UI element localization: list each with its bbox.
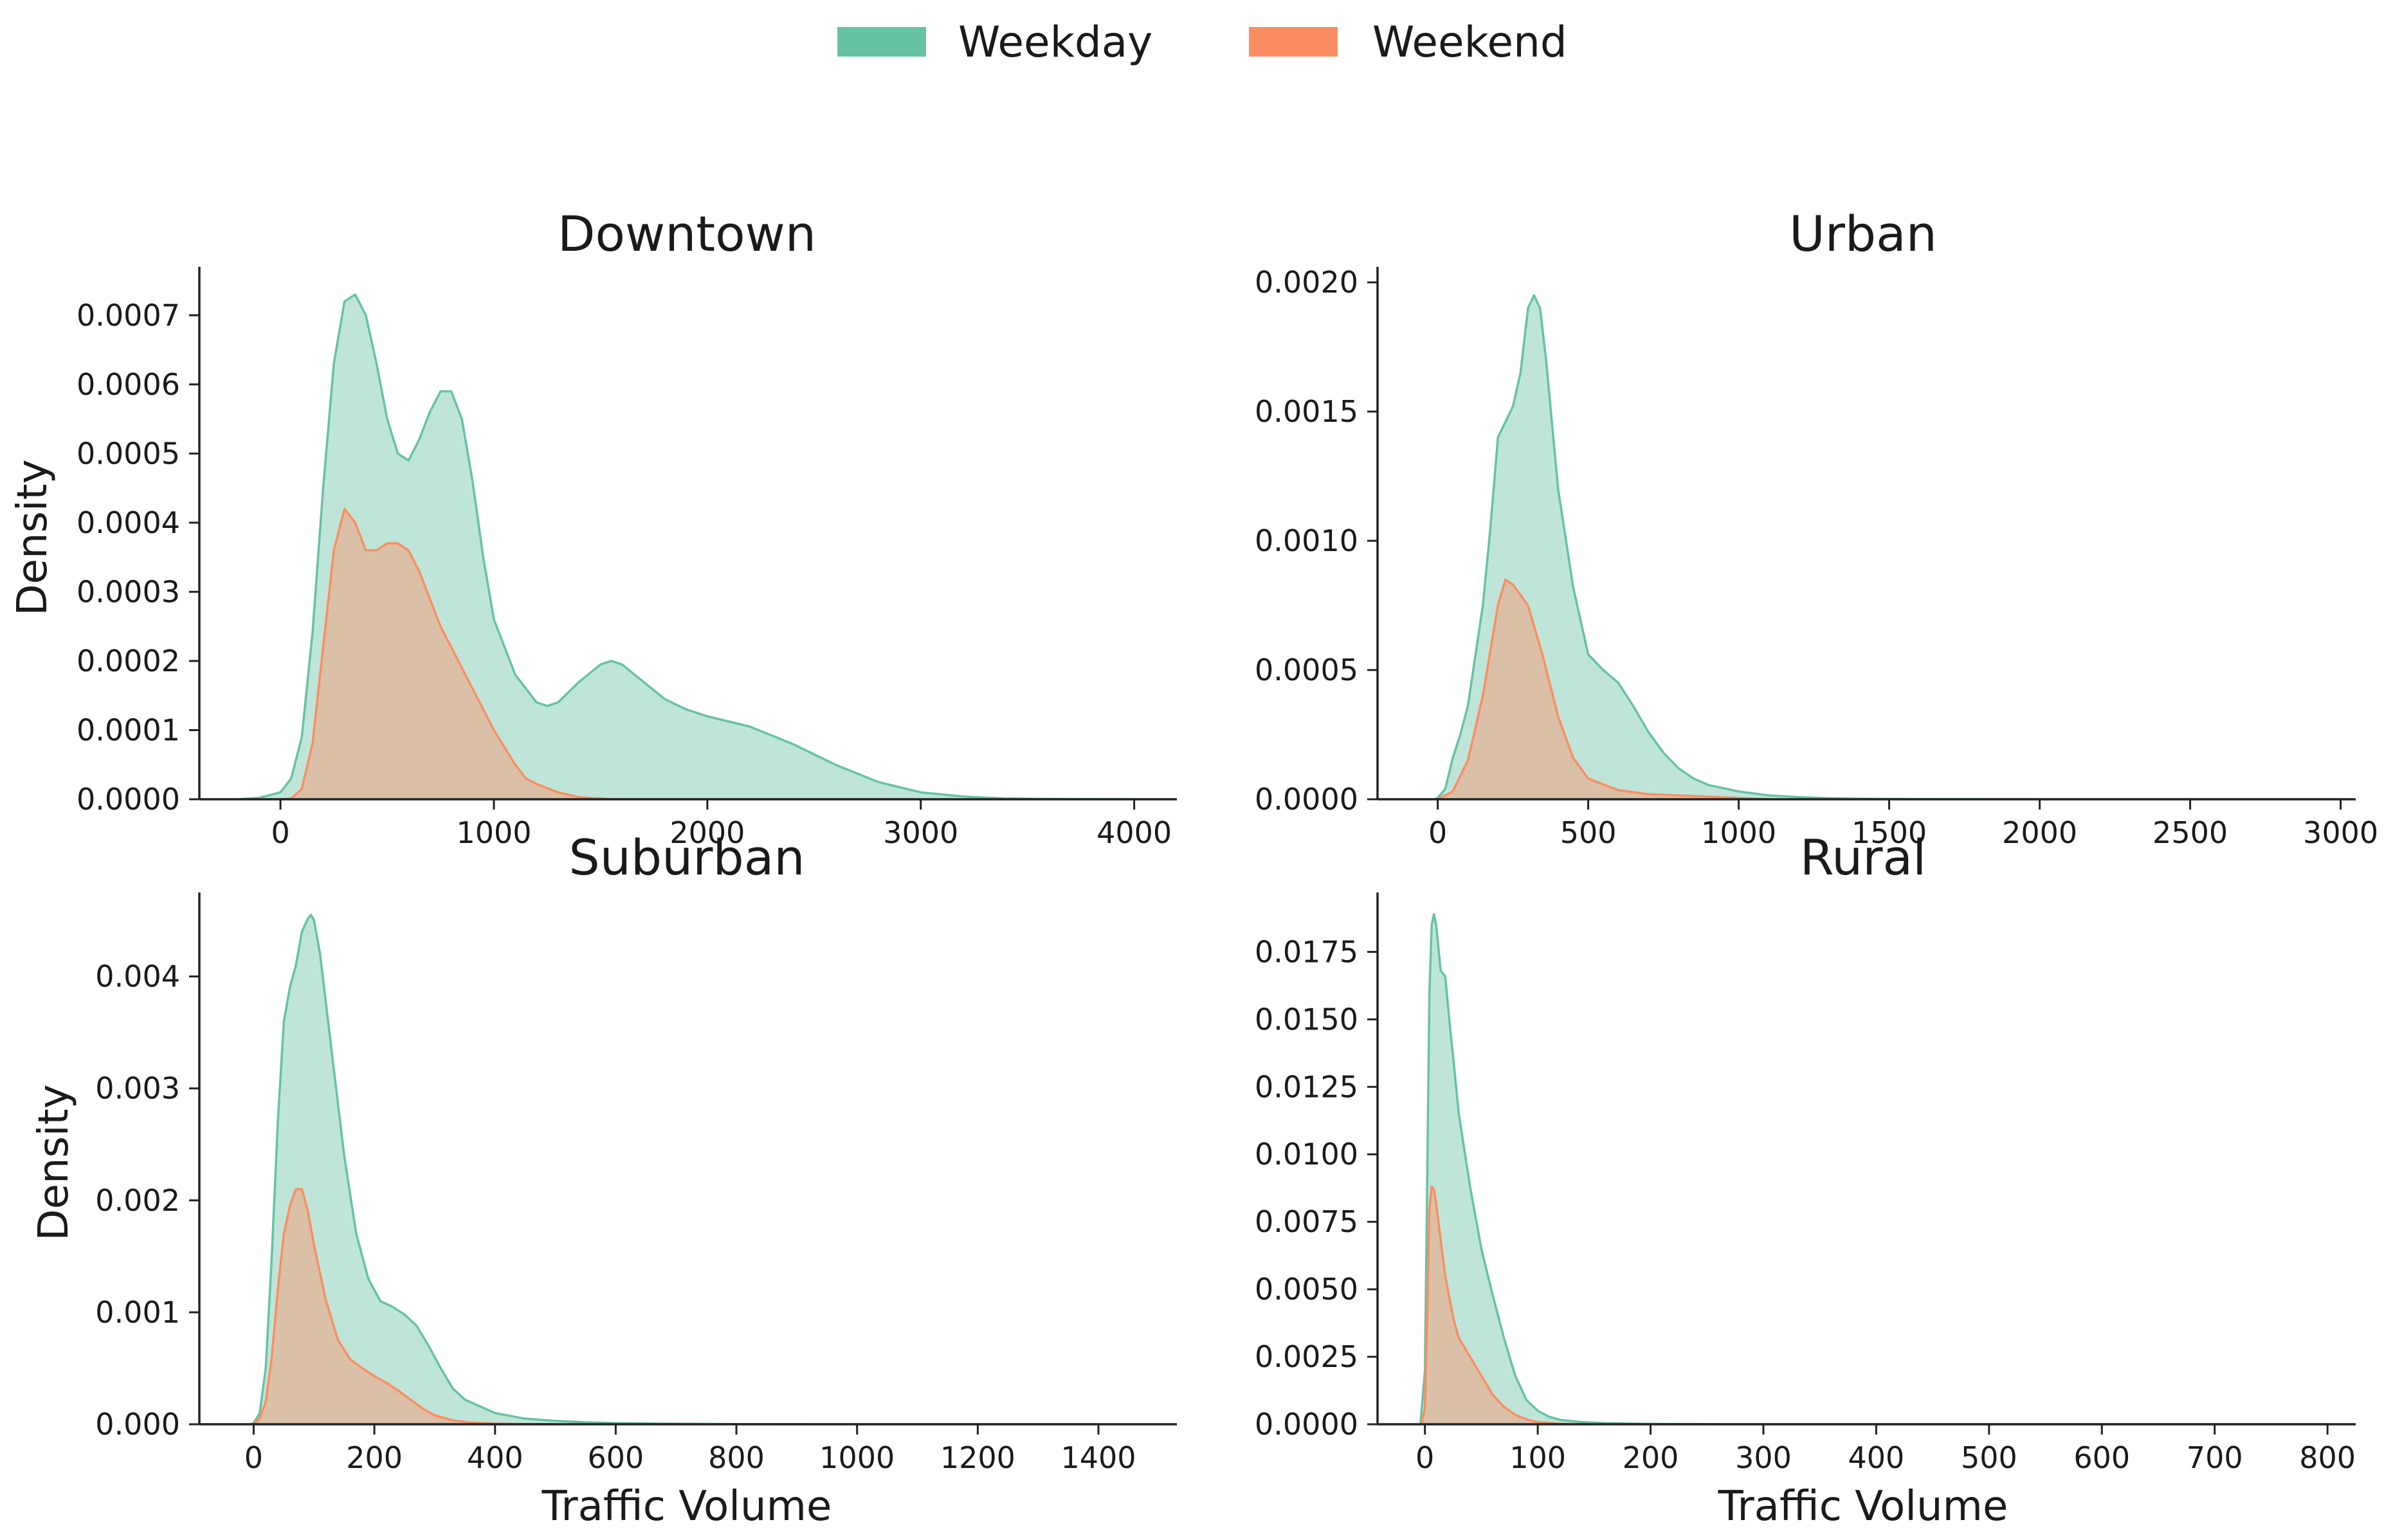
density-area-rural-weekend: [1421, 1186, 1594, 1424]
density-line-urban-weekend: [1437, 578, 1769, 801]
density-area-suburban-weekend: [253, 1189, 556, 1424]
x-tick-label: 700: [2187, 1440, 2243, 1475]
y-tick-label: 0.0020: [1255, 265, 1358, 300]
legend-swatch-weekday: [837, 27, 926, 57]
plot-area-urban: 0 500 1000 1500 2000 2500 3000 0.0000 0.0005 0.00…: [1255, 265, 2378, 850]
y-tick-label: 0.0050: [1255, 1272, 1358, 1307]
x-tick-label: 4000: [1096, 815, 1172, 850]
y-tick-label: 0.001: [95, 1295, 180, 1330]
y-axis-title-suburban: Density: [30, 1084, 78, 1240]
x-tick-label: 2000: [669, 815, 745, 850]
x-tick-label: 800: [2299, 1440, 2356, 1475]
density-line-downtown-weekday: [237, 293, 1134, 801]
y-tick-label: 0.002: [95, 1183, 180, 1218]
x-tick-label: 1500: [1852, 815, 1927, 850]
panel-title-urban: Urban: [1789, 205, 1937, 262]
x-tick-label: 200: [1623, 1440, 1679, 1475]
x-tick-label: 2500: [2152, 815, 2228, 850]
y-tick-label: 0.0175: [1255, 934, 1358, 969]
plot-area-downtown: 0 1000 2000 3000 4000 0.0000 0.0001 0.0002 0.000…: [77, 267, 1177, 850]
x-tick-label: 2000: [2002, 815, 2077, 850]
y-tick-label: 0.0010: [1255, 523, 1358, 558]
x-tick-label: 0: [1415, 1440, 1434, 1475]
y-tick-label: 0.0000: [1255, 1407, 1358, 1442]
density-line-rural-weekday: [1419, 912, 2328, 1426]
y-tick-label: 0.0001: [77, 712, 180, 747]
density-area-urban-weekend: [1437, 579, 1769, 799]
density-line-rural-weekend: [1420, 1185, 1594, 1426]
x-tick-label: 0: [244, 1440, 263, 1475]
x-tick-label: 1200: [940, 1440, 1015, 1475]
density-line-downtown-weekend: [280, 507, 612, 801]
x-axis-title-suburban: Traffic Volume: [541, 1483, 832, 1530]
x-tick-label: 300: [1735, 1440, 1792, 1475]
y-tick-label: 0.000: [95, 1407, 180, 1442]
x-tick-label: 200: [346, 1440, 403, 1475]
x-tick-label: 600: [588, 1440, 644, 1475]
plot-area-rural: 0 100 200 300 400 500 600 700 800 0.0000 0.0025 0.0…: [1255, 892, 2356, 1475]
x-axis-title-rural: Traffic Volume: [1718, 1483, 2008, 1530]
y-tick-label: 0.0015: [1255, 394, 1358, 429]
panel-suburban: 0 200 400 600 800 1000 1200 1400 0.000 0.001 0.002…: [30, 829, 1177, 1530]
x-tick-label: 400: [467, 1440, 523, 1475]
x-tick-label: 1000: [456, 815, 531, 850]
y-tick-label: 0.0007: [77, 298, 180, 332]
legend-label-weekend: Weekend: [1372, 17, 1567, 67]
y-tick-label: 0.0025: [1255, 1339, 1358, 1374]
x-tick-label: 500: [1560, 815, 1617, 850]
density-line-suburban-weekend: [253, 1188, 556, 1426]
panel-urban: 0 500 1000 1500 2000 2500 3000 0.0000 0.0005 0.00…: [1255, 205, 2378, 850]
panel-title-downtown: Downtown: [558, 205, 816, 262]
x-tick-label: 500: [1961, 1440, 2017, 1475]
y-tick-label: 0.0000: [77, 782, 180, 817]
y-tick-label: 0.0002: [77, 644, 180, 678]
panel-title-rural: Rural: [1800, 829, 1927, 886]
y-tick-label: 0.0004: [77, 505, 180, 540]
panel-downtown: 0 1000 2000 3000 4000 0.0000 0.0001 0.0002 0.000…: [9, 205, 1177, 850]
panel-rural: 0 100 200 300 400 500 600 700 800 0.0000 0.0025 0.0…: [1255, 829, 2356, 1530]
density-area-rural-weekday: [1420, 914, 2328, 1424]
y-tick-label: 0.0003: [77, 574, 180, 609]
x-tick-label: 0: [1428, 815, 1447, 850]
x-tick-label: 0: [271, 815, 289, 850]
density-area-urban-weekday: [1434, 295, 2341, 799]
density-area-downtown-weekend: [280, 509, 612, 799]
density-area-suburban-weekday: [250, 914, 1098, 1424]
y-tick-label: 0.004: [95, 959, 180, 994]
x-tick-label: 100: [1509, 1440, 1566, 1475]
density-line-suburban-weekday: [250, 914, 1098, 1426]
legend-label-weekday: Weekday: [958, 17, 1152, 67]
y-tick-label: 0.0100: [1255, 1137, 1358, 1172]
x-tick-label: 1000: [819, 1440, 895, 1475]
panel-title-suburban: Suburban: [569, 829, 805, 886]
y-tick-label: 0.003: [95, 1071, 180, 1106]
y-tick-label: 0.0000: [1255, 782, 1358, 817]
legend: Weekday Weekend: [837, 17, 1567, 67]
legend-swatch-weekend: [1249, 27, 1338, 57]
x-tick-label: 400: [1848, 1440, 1905, 1475]
x-tick-label: 3000: [2303, 815, 2378, 850]
y-tick-label: 0.0075: [1255, 1204, 1358, 1239]
x-tick-label: 3000: [883, 815, 958, 850]
y-tick-label: 0.0005: [77, 436, 180, 471]
x-tick-label: 1400: [1060, 1440, 1136, 1475]
x-tick-label: 600: [2073, 1440, 2130, 1475]
x-tick-label: 800: [708, 1440, 765, 1475]
y-tick-label: 0.0006: [77, 367, 180, 402]
y-tick-label: 0.0150: [1255, 1002, 1358, 1037]
plot-area-suburban: 0 200 400 600 800 1000 1200 1400 0.000 0.001 0.002…: [95, 892, 1177, 1475]
y-tick-label: 0.0125: [1255, 1069, 1358, 1104]
y-tick-label: 0.0005: [1255, 653, 1358, 687]
y-axis-title-downtown: Density: [9, 459, 57, 615]
x-tick-label: 1000: [1701, 815, 1776, 850]
